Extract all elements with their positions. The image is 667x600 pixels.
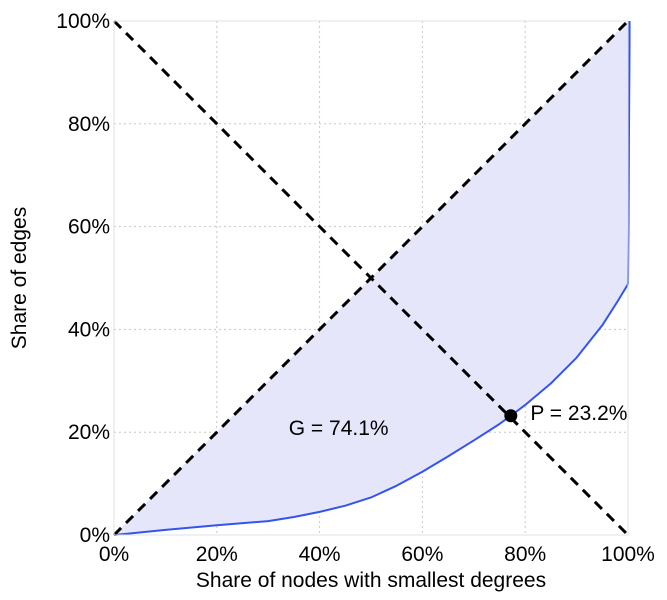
y-axis-label: Share of edges [8, 207, 31, 349]
y-tick-label: 100% [56, 10, 110, 33]
anti-diagonal-line [112, 19, 630, 537]
annotations: G = 74.1% P = 23.2% [289, 402, 628, 440]
y-tick-label: 20% [68, 421, 110, 444]
x-tick-label: 20% [196, 543, 238, 566]
y-tick-label: 80% [68, 113, 110, 136]
y-tick-label: 60% [68, 216, 110, 239]
p-point-marker [504, 409, 518, 423]
x-tick-label: 100% [601, 543, 655, 566]
y-tick-label: 0% [80, 524, 110, 547]
axes-frame [113, 20, 629, 536]
x-axis-label: Share of nodes with smallest degrees [196, 569, 546, 592]
x-tick-label: 40% [299, 543, 341, 566]
tick-labels: 0% 20% 40% 60% 80% 100% 0% 20% 40% 60% 80% 100% [56, 10, 655, 566]
x-tick-label: 80% [504, 543, 546, 566]
y-tick-label: 40% [68, 318, 110, 341]
annotation-1: P = 23.2% [530, 402, 627, 425]
x-tick-label: 60% [401, 543, 443, 566]
annotation-0: G = 74.1% [289, 417, 389, 440]
x-tick-label: 0% [99, 543, 129, 566]
